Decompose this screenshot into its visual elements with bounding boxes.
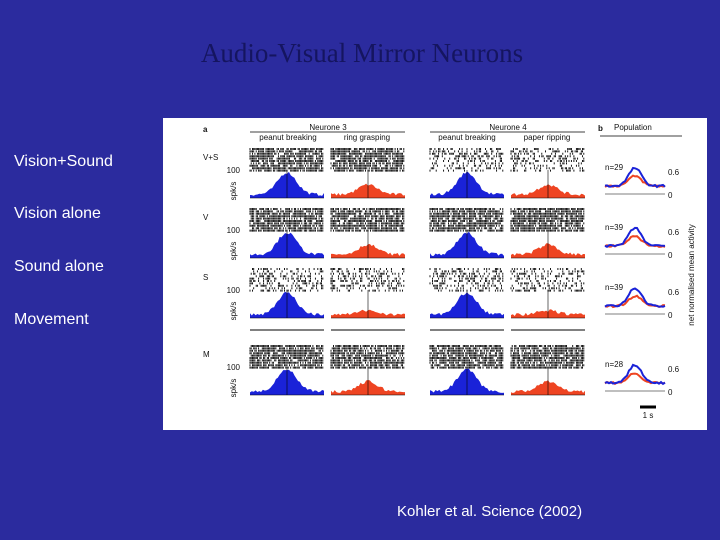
y-tick-label: 100: [227, 166, 241, 175]
pop-tick: 0: [668, 388, 673, 397]
pop-tick: 0.6: [668, 168, 680, 177]
raster: [510, 268, 585, 292]
y-unit: spk/s: [229, 379, 238, 398]
raster: [429, 345, 504, 369]
n-label: n=39: [605, 283, 624, 292]
raster: [330, 208, 405, 232]
n-label: n=28: [605, 360, 624, 369]
action-label: peanut breaking: [259, 133, 316, 142]
action-label: paper ripping: [524, 133, 571, 142]
raster: [249, 345, 324, 369]
raster: [249, 208, 324, 232]
raster: [510, 345, 585, 369]
y-tick-label: 100: [227, 226, 241, 235]
n-label: n=29: [605, 163, 624, 172]
raster: [249, 268, 324, 292]
raster: [429, 268, 504, 292]
pop-tick: 0: [668, 311, 673, 320]
population-label: Population: [614, 123, 652, 132]
n-label: n=39: [605, 223, 624, 232]
scale-bar-label: 1 s: [643, 411, 654, 420]
pop-tick: 0.6: [668, 288, 680, 297]
condition-label: Vision alone: [14, 205, 101, 222]
condition-label: Sound alone: [14, 258, 104, 275]
raster: [429, 148, 504, 172]
row-label: S: [203, 273, 208, 282]
citation: Kohler et al. Science (2002): [397, 503, 582, 520]
neuron-label: Neurone 3: [309, 123, 347, 132]
row-label: M: [203, 350, 210, 359]
raster: [330, 148, 405, 172]
axis-label: net normalised mean activity: [687, 224, 696, 325]
action-label: ring grasping: [344, 133, 390, 142]
y-unit: spk/s: [229, 182, 238, 201]
y-tick-label: 100: [227, 363, 241, 372]
raster: [510, 148, 585, 172]
condition-label: Vision+Sound: [14, 153, 113, 170]
figure-background: [163, 118, 707, 430]
condition-label: Movement: [14, 311, 89, 328]
raster: [330, 345, 405, 369]
raster: [330, 268, 405, 292]
panel-label: a: [203, 125, 208, 134]
pop-tick: 0.6: [668, 228, 680, 237]
y-unit: spk/s: [229, 242, 238, 261]
action-label: peanut breaking: [438, 133, 495, 142]
raster: [249, 148, 324, 172]
population-curve: [604, 363, 666, 386]
neuron-label: Neurone 4: [489, 123, 527, 132]
raster: [510, 208, 585, 232]
figure: a b Population Neurone 3 peanut breaking…: [163, 118, 707, 430]
row-label: V+S: [203, 153, 218, 162]
slide-title: Audio-Visual Mirror Neurons: [201, 38, 523, 68]
pop-tick: 0.6: [668, 365, 680, 374]
population-curve: [604, 166, 666, 189]
row-label: V: [203, 213, 209, 222]
population-curve: [604, 226, 666, 248]
y-tick-label: 100: [227, 286, 241, 295]
panel-label: b: [598, 124, 603, 133]
raster: [429, 208, 504, 232]
pop-tick: 0: [668, 251, 673, 260]
population-curve: [604, 287, 666, 308]
pop-tick: 0: [668, 191, 673, 200]
y-unit: spk/s: [229, 302, 238, 321]
